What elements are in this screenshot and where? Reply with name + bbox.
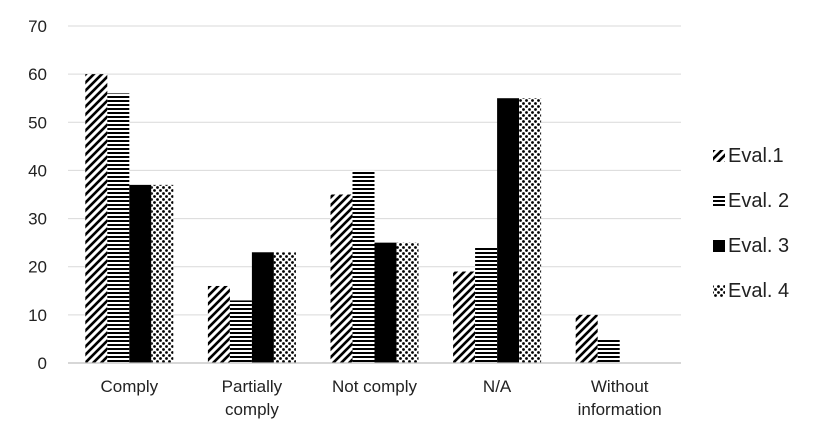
x-tick-label: Partially	[222, 377, 283, 396]
bar	[374, 242, 397, 363]
bar	[151, 184, 174, 363]
y-tick-label: 40	[28, 161, 47, 180]
legend-label: Eval. 3	[728, 235, 789, 257]
y-tick-label: 50	[28, 113, 47, 132]
bar	[453, 271, 476, 363]
legend-swatch	[713, 195, 725, 207]
legend-label: Eval.1	[728, 145, 784, 167]
x-tick-label: Comply	[100, 377, 158, 396]
y-tick-label: 10	[28, 306, 47, 325]
x-tick-label: Not comply	[332, 377, 418, 396]
bar	[396, 242, 419, 363]
x-tick-label: Without	[591, 377, 649, 396]
legend-swatch	[713, 150, 725, 162]
bar	[229, 300, 252, 363]
bar	[597, 338, 620, 363]
bar	[497, 98, 520, 363]
legend-label: Eval. 4	[728, 280, 789, 302]
x-tick-label: comply	[225, 400, 279, 419]
x-axis-labels: Comply Partially comply Not comply N/A Withou…	[100, 377, 661, 419]
legend: Eval.1 Eval. 2 Eval. 3 Eval. 4	[713, 145, 789, 302]
bar	[129, 184, 152, 363]
bar	[519, 98, 542, 363]
bar	[85, 74, 108, 364]
bar	[352, 170, 375, 363]
y-tick-label: 30	[28, 210, 47, 229]
legend-label: Eval. 2	[728, 190, 789, 212]
bar	[475, 247, 498, 363]
y-tick-label: 70	[28, 17, 47, 36]
y-tick-label: 20	[28, 258, 47, 277]
bar	[251, 252, 274, 363]
y-axis-ticks: 0 10 20 30 40 50 60 70	[28, 17, 47, 373]
y-tick-label: 60	[28, 65, 47, 84]
legend-swatch	[713, 285, 725, 297]
bar	[575, 314, 598, 363]
bar	[207, 285, 230, 363]
bar	[273, 252, 296, 363]
legend-swatch	[713, 240, 725, 252]
y-tick-label: 0	[38, 354, 47, 373]
bars	[85, 74, 620, 364]
x-tick-label: N/A	[483, 377, 512, 396]
bar	[330, 194, 353, 363]
x-tick-label: information	[578, 400, 662, 419]
bar	[107, 93, 130, 364]
